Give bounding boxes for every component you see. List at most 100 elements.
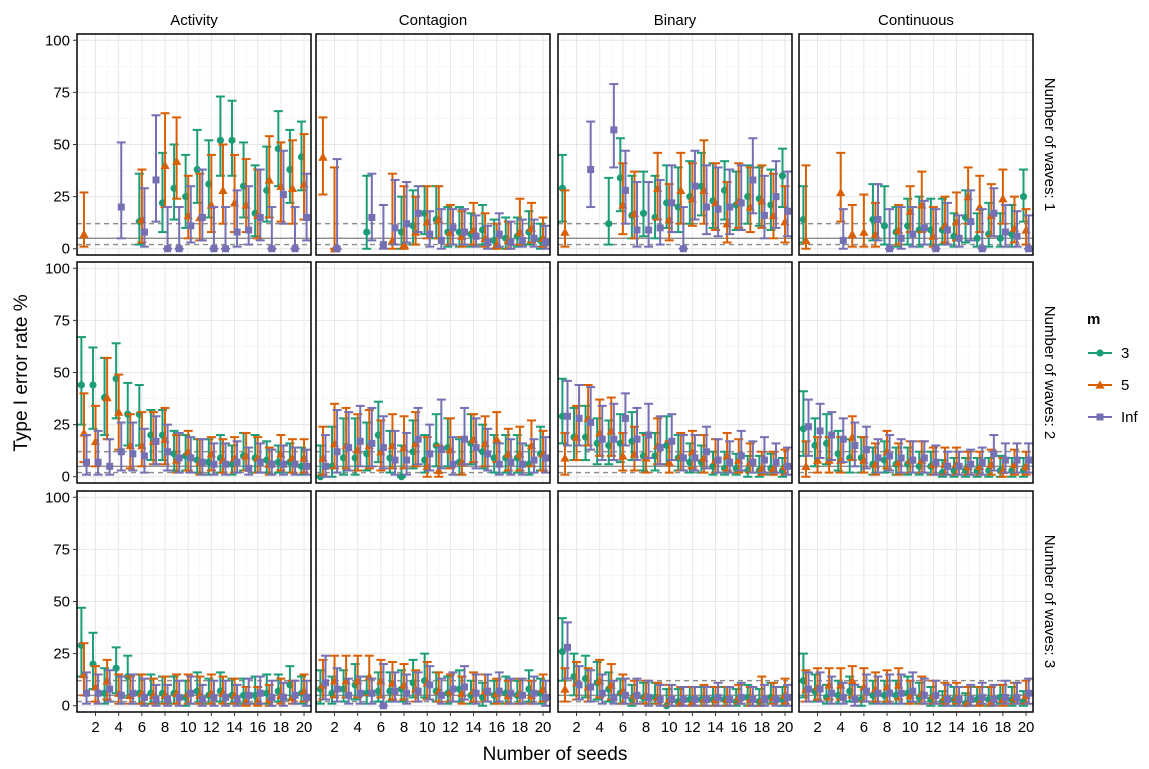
data-point bbox=[847, 676, 857, 685]
data-point bbox=[1001, 228, 1009, 236]
data-point bbox=[656, 444, 664, 452]
panel-border bbox=[798, 33, 1034, 256]
data-point bbox=[656, 695, 664, 703]
data-point bbox=[222, 693, 230, 701]
error-bar bbox=[93, 429, 103, 476]
data-point bbox=[563, 412, 571, 420]
error-bar bbox=[632, 181, 642, 248]
error-bar bbox=[209, 679, 219, 707]
error-bar bbox=[678, 434, 688, 472]
data-point bbox=[621, 691, 629, 699]
error-bar bbox=[1000, 203, 1010, 248]
error-bar bbox=[783, 170, 793, 238]
data-point bbox=[495, 460, 503, 468]
data-point bbox=[79, 229, 89, 238]
data-point bbox=[152, 695, 160, 703]
data-point bbox=[1001, 693, 1009, 701]
x-tick-label: 12 bbox=[684, 719, 701, 736]
data-point bbox=[737, 693, 745, 701]
panel-binary-wave-1 bbox=[557, 33, 793, 256]
data-point bbox=[287, 183, 298, 192]
x-tick-label: 4 bbox=[837, 719, 845, 736]
data-point bbox=[437, 446, 445, 454]
x-tick-label: 12 bbox=[442, 719, 459, 736]
x-tick-label: 16 bbox=[249, 719, 266, 736]
data-point bbox=[106, 462, 114, 470]
data-point bbox=[598, 689, 606, 697]
data-point bbox=[668, 199, 676, 207]
data-point bbox=[210, 693, 218, 701]
data-point bbox=[175, 693, 183, 701]
error-bar bbox=[139, 677, 149, 707]
data-point bbox=[978, 245, 986, 253]
data-point bbox=[714, 205, 722, 213]
error-bar bbox=[494, 671, 504, 703]
data-point bbox=[691, 454, 699, 462]
data-point bbox=[291, 245, 299, 253]
facet-column-label: Binary bbox=[654, 12, 697, 29]
data-point bbox=[160, 160, 170, 170]
data-point bbox=[140, 228, 148, 236]
y-tick-label: 100 bbox=[45, 489, 70, 506]
data-point bbox=[426, 681, 434, 689]
data-point bbox=[909, 456, 917, 464]
data-point bbox=[256, 458, 264, 466]
x-tick-label: 6 bbox=[619, 719, 627, 736]
x-tick-label: 16 bbox=[730, 719, 747, 736]
data-point bbox=[164, 448, 172, 456]
error-bar bbox=[460, 665, 470, 701]
data-point bbox=[760, 695, 768, 703]
error-bar bbox=[748, 137, 758, 215]
data-point bbox=[996, 234, 1004, 242]
data-point bbox=[175, 454, 183, 462]
data-point bbox=[82, 689, 90, 697]
data-point bbox=[152, 437, 160, 445]
data-point bbox=[944, 695, 952, 703]
data-point bbox=[749, 458, 757, 466]
error-bar bbox=[471, 214, 481, 248]
error-bar bbox=[81, 434, 91, 476]
data-point bbox=[426, 450, 434, 458]
error-bar bbox=[713, 438, 723, 474]
data-point bbox=[1013, 693, 1021, 701]
error-bar bbox=[402, 181, 412, 244]
x-tick-label: 14 bbox=[226, 719, 243, 736]
error-bar bbox=[413, 671, 423, 703]
panel-contagion-wave-2 bbox=[315, 261, 551, 484]
error-bar bbox=[81, 671, 91, 705]
data-point bbox=[633, 435, 641, 443]
data-point bbox=[749, 176, 757, 184]
x-tick-label: 18 bbox=[512, 719, 529, 736]
data-point bbox=[198, 458, 206, 466]
data-point bbox=[575, 681, 583, 689]
data-point bbox=[484, 450, 492, 458]
error-bar bbox=[436, 677, 446, 705]
y-tick-label: 25 bbox=[53, 646, 70, 663]
data-point bbox=[345, 691, 353, 699]
data-point bbox=[472, 232, 480, 240]
data-point bbox=[245, 226, 253, 234]
error-bar bbox=[174, 431, 184, 474]
data-point bbox=[264, 175, 274, 184]
facet-column-label: Contagion bbox=[399, 12, 467, 29]
data-point bbox=[932, 691, 940, 699]
error-bar bbox=[506, 438, 516, 476]
error-bar bbox=[413, 185, 423, 234]
data-point bbox=[461, 228, 469, 236]
data-point bbox=[990, 695, 998, 703]
error-bar bbox=[163, 423, 173, 472]
error-bar bbox=[644, 679, 654, 707]
data-point bbox=[1019, 193, 1028, 201]
error-bar bbox=[885, 673, 895, 705]
error-bar bbox=[783, 446, 793, 476]
data-point bbox=[1025, 245, 1033, 253]
error-bar bbox=[517, 677, 527, 705]
x-tick-label: 2 bbox=[91, 719, 99, 736]
data-point bbox=[318, 152, 328, 161]
y-tick-label: 0 bbox=[62, 469, 70, 486]
y-tick-label: 75 bbox=[53, 84, 70, 101]
data-point bbox=[291, 691, 299, 699]
data-point bbox=[403, 220, 411, 228]
data-point bbox=[563, 643, 571, 651]
error-bar bbox=[879, 185, 889, 246]
